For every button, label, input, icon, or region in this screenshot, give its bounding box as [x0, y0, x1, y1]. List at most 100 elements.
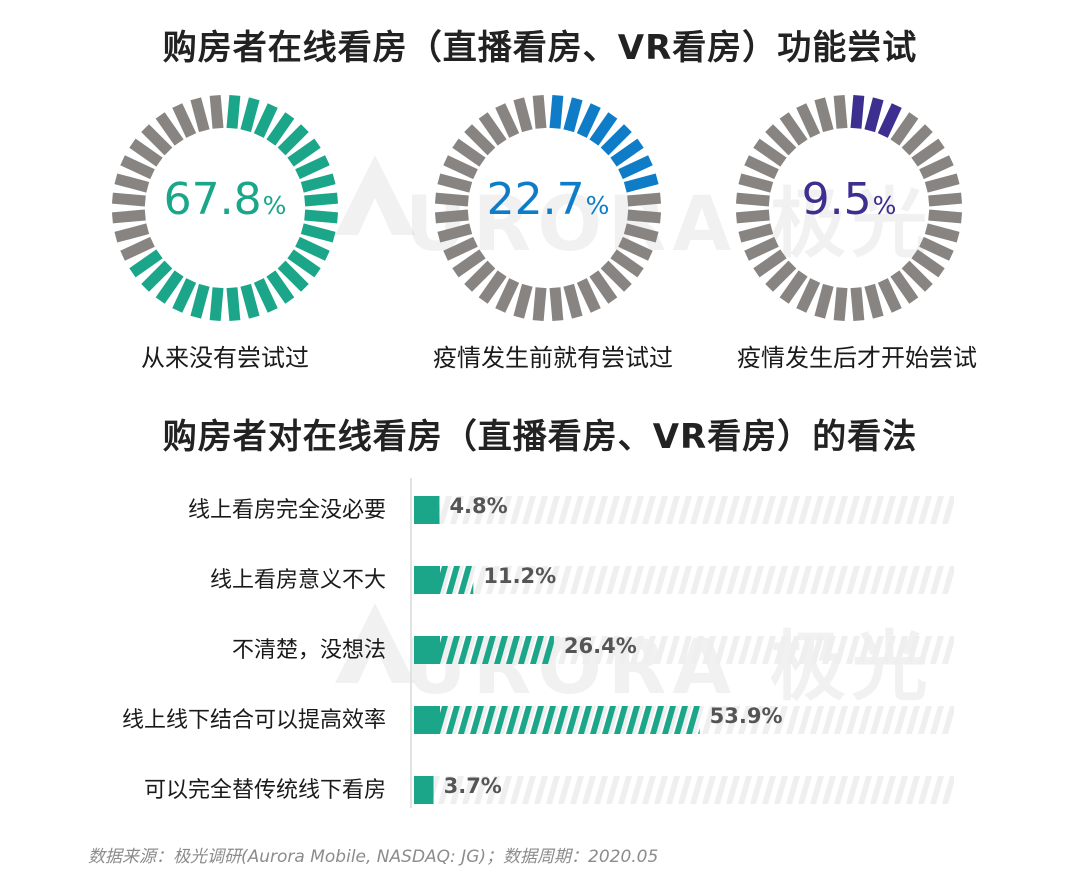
donut-tried-before-pandemic: 22.7%: [428, 88, 668, 328]
donut-tick-filled: [295, 155, 330, 180]
bar-value-label: 11.2%: [483, 564, 557, 588]
bar-fill: [414, 496, 440, 524]
donut-tick-empty: [924, 173, 960, 193]
donut-tick-empty: [911, 138, 945, 167]
donut-ring: [434, 94, 662, 322]
donut-tick-empty: [765, 260, 797, 292]
donut-label: 疫情发生后才开始尝试: [737, 344, 977, 372]
donut-tick-empty: [744, 236, 779, 261]
donut-tick-empty: [765, 124, 797, 156]
donut-tick-empty: [464, 260, 496, 292]
donut-tick-empty: [111, 192, 146, 207]
bar-category-label: 可以完全替传统线下看房: [143, 778, 386, 803]
donut-tick-empty: [877, 278, 902, 313]
bar-fill: [414, 566, 474, 594]
donut-tick-filled: [240, 97, 260, 133]
donut-tick-filled: [850, 94, 865, 129]
bar-fill: [414, 636, 554, 664]
bar-row: 线上线下结合可以提高效率 53.9%: [0, 698, 1080, 738]
donut-tick-filled: [576, 103, 601, 138]
donut-tick-filled: [209, 287, 224, 322]
donut-value-unit: %: [585, 191, 610, 220]
donut-value: 67.8%: [105, 170, 345, 236]
bar-category-label: 不清楚，没想法: [231, 638, 386, 663]
donut-tick-empty: [513, 97, 533, 133]
donut-tick-filled: [600, 124, 632, 156]
donut-ring: [735, 94, 963, 322]
donut-tick-empty: [172, 103, 197, 138]
donut-tick-filled: [563, 97, 583, 133]
donut-tick-empty: [495, 278, 520, 313]
donut-tick-empty: [623, 223, 659, 243]
donut-tick-empty: [452, 249, 486, 278]
donut-tick-empty: [209, 94, 224, 129]
donut-tick-empty: [532, 94, 547, 129]
bar-value-label: 53.9%: [709, 704, 783, 728]
donut-tick-empty: [901, 260, 933, 292]
bar: [414, 566, 954, 594]
donut-tick-empty: [928, 209, 963, 224]
donut-tick-empty: [901, 124, 933, 156]
bar-track: [414, 636, 954, 664]
donut-tick-filled: [295, 236, 330, 261]
donut-tick-empty: [120, 155, 155, 180]
donut-tick-empty: [120, 236, 155, 261]
donut-tick-filled: [623, 173, 659, 193]
donut-never-tried: 67.8%: [105, 88, 345, 328]
donut-tick-empty: [627, 209, 662, 224]
donut-tick-empty: [814, 97, 834, 133]
donut-tick-empty: [589, 270, 618, 304]
chart-title-top: 购房者在线看房（直播看房、VR看房）功能尝试: [162, 28, 918, 68]
donut-tick-filled: [300, 223, 336, 243]
bar-track: [414, 496, 954, 524]
donut-tick-empty: [532, 287, 547, 322]
donut-tick-empty: [600, 260, 632, 292]
donut-ring: [111, 94, 339, 322]
donut-tick-empty: [814, 283, 834, 319]
donut-tick-filled: [618, 155, 653, 180]
bar-row: 不清楚，没想法 26.4%: [0, 628, 1080, 668]
source-note: 数据来源：极光调研(Aurora Mobile, NASDAQ: JG)；数据周…: [88, 847, 659, 867]
donut-tick-empty: [478, 112, 507, 146]
donut-tick-empty: [753, 249, 787, 278]
donut-tick-filled: [172, 278, 197, 313]
bar-track: [414, 776, 954, 804]
donut-tick-filled: [253, 103, 278, 138]
donut-tick-filled: [240, 283, 260, 319]
bar-category-label: 线上看房意义不大: [209, 568, 386, 593]
donut-tick-filled: [226, 94, 241, 129]
donut-tick-empty: [850, 287, 865, 322]
aurora-logo-watermark: [335, 603, 415, 683]
donut-tick-empty: [890, 112, 919, 146]
donut-tick-empty: [437, 223, 473, 243]
donut-tick-empty: [549, 287, 564, 322]
donut-value: 22.7%: [428, 170, 668, 236]
donut-tick-empty: [911, 249, 945, 278]
bar-category-label: 线上看房完全没必要: [187, 498, 386, 523]
donut-tick-filled: [190, 283, 210, 319]
donut-tick-empty: [779, 112, 808, 146]
bar-category-label: 线上线下结合可以提高效率: [121, 708, 386, 733]
donut-tick-filled: [277, 260, 309, 292]
donut-tick-empty: [495, 103, 520, 138]
donut-tick-empty: [779, 270, 808, 304]
donut-tick-empty: [627, 192, 662, 207]
donut-started-after-pandemic: 9.5%: [729, 88, 969, 328]
donut-tick-filled: [304, 192, 339, 207]
bar: [414, 706, 954, 734]
donut-tick-filled: [253, 278, 278, 313]
donut-label: 从来没有尝试过: [141, 344, 309, 372]
donut-tick-empty: [833, 287, 848, 322]
donut-tick-empty: [919, 236, 954, 261]
donut-tick-filled: [266, 112, 295, 146]
bar: [414, 636, 954, 664]
bar-value-label: 4.8%: [449, 494, 508, 518]
donut-tick-empty: [478, 270, 507, 304]
watermark-text: URORA 极光: [405, 179, 934, 268]
donut-tick-empty: [753, 138, 787, 167]
donut-tick-filled: [549, 94, 564, 129]
bar: [414, 496, 954, 524]
donut-value-unit: %: [872, 191, 897, 220]
donut-value-number: 22.7: [486, 174, 585, 225]
bar-fill: [414, 776, 434, 804]
